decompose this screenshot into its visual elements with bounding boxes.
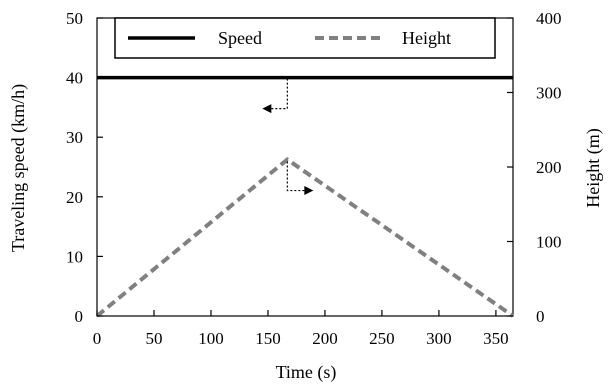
y-tick-label: 20 [66,188,83,207]
x-tick-label: 300 [426,329,452,348]
y-tick-label: 10 [66,247,83,266]
y2-tick-label: 0 [536,307,545,326]
legend-label-height: Height [402,28,451,48]
x-tick-label: 50 [145,329,162,348]
x-tick-label: 250 [369,329,395,348]
y-tick-label: 0 [75,307,84,326]
y2-axis-ticks: 0 100 200 300 400 [507,9,562,326]
y2-tick-label: 300 [536,84,562,103]
x-tick-label: 350 [483,329,509,348]
annotation-leader-speed [269,78,288,110]
y2-tick-label: 100 [536,233,562,252]
y-axis-title: Traveling speed (km/h) [8,84,29,252]
y-tick-label: 30 [66,128,83,147]
y-tick-label: 50 [66,9,83,28]
series-line-height [95,156,515,318]
y2-tick-label: 400 [536,9,562,28]
annotation-arrowhead-height [304,186,314,196]
y2-tick-label: 200 [536,158,562,177]
x-tick-label: 0 [93,329,102,348]
x-tick-label: 200 [312,329,338,348]
y-tick-label: 40 [66,69,83,88]
x-tick-label: 100 [198,329,224,348]
annotation-arrowhead-speed [262,104,272,114]
legend-label-speed: Speed [218,28,262,48]
annotation-leader-height [286,161,307,192]
x-tick-label: 150 [255,329,281,348]
legend: Speed Height [114,17,496,59]
y-axis-ticks: 0 10 20 30 40 50 [66,9,103,326]
x-axis-title: Time (s) [276,362,337,383]
annotation-layer [262,78,314,196]
plot-area-border [96,17,514,317]
plot-frame [96,17,514,317]
x-axis-ticks: 0 50 100 150 200 250 300 350 [93,310,509,348]
series-layer [95,75,515,318]
y2-axis-title: Height (m) [583,128,604,207]
